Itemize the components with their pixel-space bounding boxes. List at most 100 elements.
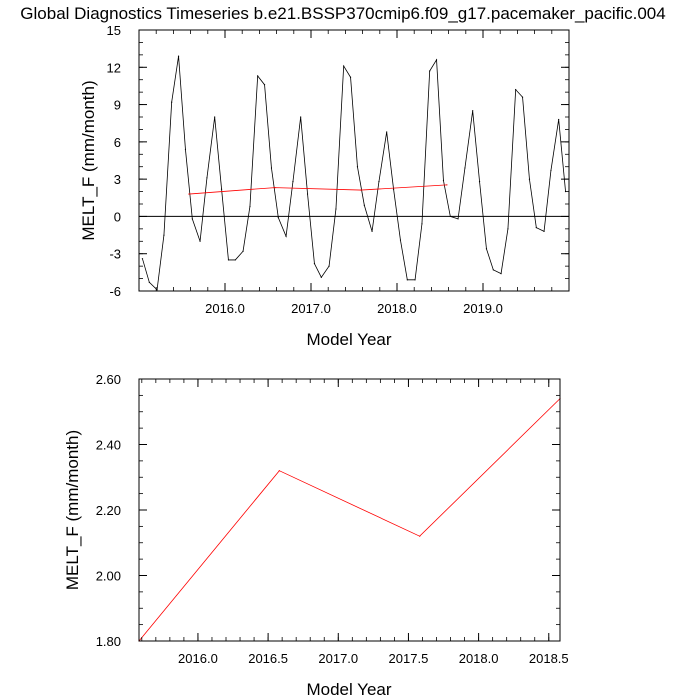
monthly-monthly-data-point (421, 223, 423, 225)
monthly-monthly-data-point (328, 265, 330, 267)
monthly-y-tick-label: 9 (114, 98, 121, 113)
annual-x-tick-label: 2018.5 (529, 651, 569, 666)
annual-annual-data-point (278, 470, 280, 472)
monthly-monthly-data-point (392, 188, 395, 190)
monthly-y-tick-label: 15 (107, 23, 121, 38)
annual-y-tick-label: 2.00 (96, 569, 121, 584)
monthly-monthly-data-point (349, 76, 352, 78)
monthly-monthly-data-point (378, 181, 380, 183)
monthly-monthly-data-point (500, 273, 502, 275)
monthly-y-tick-labels: -6 -3 0 3 6 9 12 15 (107, 23, 121, 299)
monthly-y-tick-label: 12 (107, 60, 121, 75)
monthly-x-tick-label: 2019.0 (463, 301, 503, 316)
monthly-x-tick-label: 2017.0 (291, 301, 331, 316)
monthly-monthly-data-point (399, 239, 402, 241)
annual-mean-panel: 1.80 2.00 2.20 2.40 2.60 2016.0 2016.5 2017.0 2… (63, 372, 569, 699)
monthly-monthly-series-line (142, 56, 566, 291)
monthly-monthly-data-point (449, 215, 451, 218)
monthly-monthly-data-point (435, 59, 438, 61)
monthly-monthly-data-point (234, 259, 236, 261)
monthly-y-tick-label: 3 (114, 172, 121, 187)
monthly-monthly-data-point (184, 148, 187, 150)
annual-plot-frame (138, 378, 561, 642)
monthly-monthly-data-point (335, 208, 337, 210)
monthly-monthly-data-point (141, 258, 144, 260)
monthly-monthly-data-point (214, 116, 216, 118)
annual-y-tick-label: 2.20 (96, 503, 121, 518)
monthly-annual-data-point (360, 189, 362, 191)
monthly-monthly-data-point (343, 65, 345, 67)
annual-y-axis-label: MELT_F (mm/month) (63, 430, 82, 590)
monthly-monthly-data-point (313, 263, 316, 265)
monthly-monthly-data-point (257, 75, 259, 77)
monthly-monthly-data-point (163, 234, 165, 236)
monthly-monthly-data-point (535, 227, 537, 229)
monthly-timeseries-panel: -6 -3 0 3 6 9 12 15 2016.0 2017.0 2018.0 2019.0 Mo… (79, 23, 570, 349)
monthly-monthly-data-point (263, 84, 266, 86)
monthly-y-tick-label: 0 (114, 209, 121, 224)
monthly-monthly-data-point (550, 169, 552, 172)
monthly-monthly-data-point (442, 179, 445, 181)
monthly-monthly-data-point (515, 89, 517, 91)
monthly-monthly-data-point (300, 116, 302, 118)
annual-x-tick-label: 2016.5 (248, 651, 288, 666)
monthly-monthly-data-point (148, 281, 150, 283)
annual-y-tick-labels: 1.80 2.00 2.20 2.40 2.60 (96, 372, 121, 649)
monthly-monthly-data-point (386, 131, 388, 133)
figure-title: Global Diagnostics Timeseries b.e21.BSSP… (20, 4, 665, 23)
monthly-annual-data-point (188, 193, 190, 195)
monthly-monthly-data-point (478, 181, 481, 183)
monthly-x-axis-label: Model Year (306, 330, 391, 349)
monthly-monthly-data-point (277, 217, 279, 219)
annual-annual-series-line (138, 398, 561, 642)
monthly-x-tick-label: 2018.0 (377, 301, 417, 316)
monthly-monthly-data-point (521, 96, 524, 98)
monthly-x-tick-labels: 2016.0 2017.0 2018.0 2019.0 (205, 301, 503, 316)
annual-y-tick-label: 2.40 (96, 438, 121, 453)
monthly-monthly-data-point (406, 279, 408, 281)
annual-x-axis-label: Model Year (306, 680, 391, 699)
annual-y-tick-label: 2.60 (96, 372, 121, 387)
monthly-monthly-data-point (558, 118, 560, 121)
annual-plot-content (138, 398, 561, 642)
annual-annual-data-point (419, 535, 421, 537)
annual-minor-ticks (139, 378, 560, 642)
monthly-monthly-data-point (306, 193, 309, 195)
monthly-monthly-data-point (356, 166, 359, 168)
monthly-monthly-data-point (371, 230, 373, 232)
monthly-monthly-data-point (249, 205, 251, 208)
annual-x-tick-labels: 2016.0 2016.5 2017.0 2017.5 2018.0 2018.5 (178, 651, 569, 666)
monthly-monthly-data-point (227, 259, 230, 261)
monthly-annual-data-point (446, 184, 448, 186)
monthly-monthly-data-point (528, 178, 531, 180)
annual-x-tick-label: 2016.0 (178, 651, 218, 666)
monthly-monthly-data-point (171, 101, 173, 103)
monthly-monthly-data-point (191, 218, 193, 220)
monthly-monthly-data-point (199, 240, 201, 242)
monthly-plot-frame (138, 29, 570, 292)
monthly-monthly-data-point (285, 235, 287, 237)
monthly-plot-content (139, 55, 569, 291)
monthly-monthly-data-point (414, 279, 416, 281)
monthly-monthly-data-point (320, 276, 322, 278)
monthly-monthly-data-point (206, 177, 208, 179)
monthly-monthly-data-point (270, 167, 273, 169)
annual-major-ticks (139, 378, 560, 642)
monthly-monthly-data-point (472, 110, 474, 112)
monthly-y-axis-label: MELT_F (mm/month) (79, 80, 98, 240)
monthly-monthly-data-point (177, 55, 180, 57)
monthly-monthly-data-point (507, 228, 509, 230)
monthly-annual-series-line (188, 184, 447, 195)
monthly-monthly-data-point (492, 269, 494, 271)
monthly-monthly-data-point (363, 204, 365, 206)
monthly-monthly-data-point (156, 289, 158, 291)
monthly-monthly-data-point (220, 188, 223, 190)
monthly-monthly-data-point (292, 181, 294, 183)
monthly-y-tick-label: 6 (114, 135, 121, 150)
annual-x-tick-label: 2017.0 (318, 651, 358, 666)
annual-y-tick-label: 1.80 (96, 634, 121, 649)
monthly-monthly-data-point (457, 218, 459, 220)
monthly-monthly-data-point (543, 230, 545, 232)
monthly-y-tick-label: -3 (109, 247, 121, 262)
